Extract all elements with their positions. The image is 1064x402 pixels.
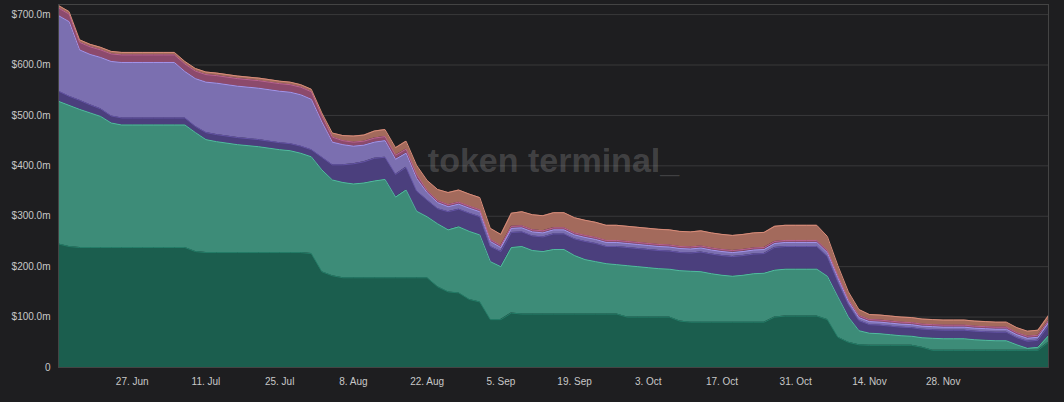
svg-text:$700.0m: $700.0m	[12, 9, 51, 20]
svg-text:$100.0m: $100.0m	[12, 311, 51, 322]
svg-text:25. Jul: 25. Jul	[265, 376, 294, 387]
svg-text:5. Sep: 5. Sep	[486, 376, 515, 387]
svg-text:$400.0m: $400.0m	[12, 160, 51, 171]
svg-text:$500.0m: $500.0m	[12, 110, 51, 121]
svg-text:22. Aug: 22. Aug	[410, 376, 444, 387]
svg-text:token terminal_: token terminal_	[428, 141, 680, 179]
svg-text:28. Nov: 28. Nov	[926, 376, 960, 387]
svg-text:$600.0m: $600.0m	[12, 59, 51, 70]
svg-text:$300.0m: $300.0m	[12, 210, 51, 221]
svg-text:31. Oct: 31. Oct	[780, 376, 812, 387]
svg-text:19. Sep: 19. Sep	[557, 376, 592, 387]
svg-text:14. Nov: 14. Nov	[852, 376, 886, 387]
svg-text:$200.0m: $200.0m	[12, 261, 51, 272]
svg-text:17. Oct: 17. Oct	[706, 376, 738, 387]
svg-text:3. Oct: 3. Oct	[635, 376, 662, 387]
svg-text:0: 0	[45, 362, 51, 373]
svg-text:8. Aug: 8. Aug	[339, 376, 367, 387]
svg-text:27. Jun: 27. Jun	[116, 376, 149, 387]
svg-text:11. Jul: 11. Jul	[192, 376, 221, 387]
